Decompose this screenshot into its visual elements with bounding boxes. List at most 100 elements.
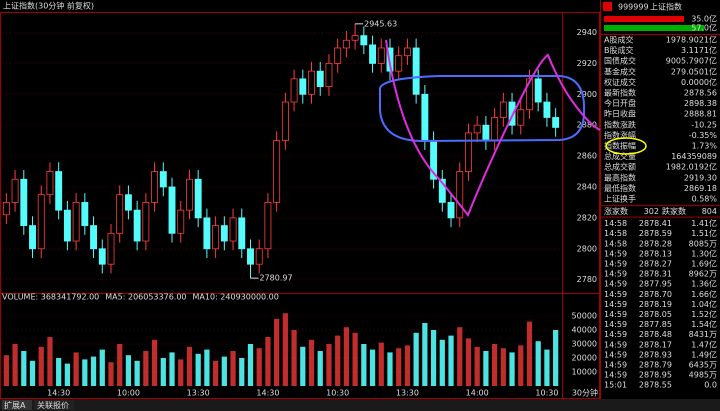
- y-tick-label: 2860: [577, 152, 597, 161]
- tick-time: 14:59: [604, 270, 627, 279]
- volume-bar: [73, 352, 79, 386]
- volume-bar: [396, 348, 402, 386]
- candle-body: [482, 124, 490, 142]
- stat-label: 昨日收盘: [604, 109, 636, 119]
- tab[interactable]: [34, 400, 74, 410]
- volume-bar: [3, 355, 9, 386]
- volume-bar: [125, 355, 132, 386]
- volume-bar: [151, 339, 158, 386]
- stat-label: 最高指数: [604, 172, 636, 182]
- tab-label[interactable]: 扩展A: [4, 400, 26, 410]
- tick-volume: 1.30亿: [691, 248, 717, 258]
- candle-body: [421, 93, 429, 142]
- candle-body: [177, 209, 185, 234]
- stat-value: 2878.56: [684, 89, 717, 98]
- y-tick-label: 2840: [577, 182, 597, 191]
- tick-price: 2878.93: [639, 350, 672, 359]
- candle-body: [98, 248, 106, 265]
- y-tick-label: 2880: [577, 121, 597, 130]
- volume-bar: [274, 318, 280, 386]
- volume-bar: [413, 332, 419, 386]
- stat-label: 指数涨幅: [604, 130, 636, 140]
- tick-time: 14:59: [604, 350, 627, 359]
- candle-body: [203, 217, 211, 250]
- volume-bar: [326, 344, 332, 386]
- candle-body: [238, 217, 246, 250]
- candle-body: [403, 47, 411, 57]
- y-tick-label: 2920: [577, 59, 597, 68]
- volume-bar: [134, 360, 140, 386]
- candle-body: [299, 78, 307, 95]
- candle-body: [212, 225, 220, 250]
- tick-time: 14:59: [604, 340, 627, 349]
- y-tick-label: 2800: [577, 244, 597, 253]
- stat-value: 164359089: [671, 152, 717, 161]
- volume-bar: [64, 363, 71, 386]
- stat-label: 基金成交: [604, 66, 636, 76]
- candle-body: [281, 101, 289, 142]
- volume-bar: [378, 342, 384, 386]
- tab[interactable]: [2, 400, 32, 410]
- volume-bar: [430, 330, 437, 386]
- candle-body: [20, 178, 28, 226]
- v-tick-label: 40000: [572, 326, 597, 335]
- v-tick-label: 30000: [572, 340, 597, 349]
- candle-body: [2, 202, 10, 216]
- candle-body: [517, 109, 525, 126]
- stat-value: 279.0501亿: [671, 66, 717, 76]
- stat-label: A股成交: [604, 35, 633, 45]
- candle-body: [447, 202, 455, 219]
- candle-body: [290, 78, 298, 103]
- candle-body: [220, 225, 228, 242]
- sell-bar: [604, 25, 704, 31]
- volume-bar: [21, 351, 27, 386]
- tick-price: 2878.48: [639, 330, 672, 339]
- volume-bar: [282, 313, 288, 386]
- volume-header: MA10: 240930000.00: [193, 293, 279, 302]
- tab-label[interactable]: 关联报价: [37, 400, 69, 410]
- volume-bar: [491, 344, 498, 386]
- y-tick-label: 2780: [577, 275, 597, 284]
- candle-body: [124, 194, 132, 211]
- yellow-circle: [605, 137, 647, 155]
- volume-bar: [239, 358, 245, 386]
- tick-price: 2878.05: [639, 310, 672, 319]
- stat-label: 今日开盘: [604, 98, 636, 108]
- blue-outline: [379, 75, 586, 143]
- volume-header: MA5: 206053376.00: [105, 293, 186, 302]
- volume-bar: [457, 327, 463, 386]
- candle-body: [37, 194, 45, 250]
- stock-code: 999999: [618, 3, 649, 12]
- x-tick-label: 14:30: [256, 389, 279, 398]
- candle-body: [499, 101, 507, 118]
- volume-bar: [474, 346, 480, 386]
- tick-volume: 0.0: [704, 381, 717, 390]
- candle-body: [369, 44, 376, 64]
- stat-label: 权证成交: [604, 77, 636, 87]
- tick-price: 2878.95: [639, 371, 672, 380]
- stat-label: 指数涨跌: [604, 119, 636, 129]
- stat-label: 上证换手: [604, 194, 636, 204]
- tick-volume: 1.36亿: [691, 279, 717, 289]
- volume-bar: [352, 332, 358, 386]
- tick-time: 14:59: [604, 290, 627, 299]
- candle-body: [412, 47, 420, 95]
- tick-time: 14:59: [604, 320, 627, 329]
- candle-body: [46, 171, 54, 196]
- volume-bar: [256, 348, 262, 386]
- low-annotation: 2780.97: [259, 274, 292, 283]
- volume-bar: [195, 353, 201, 386]
- volume-bar: [509, 352, 515, 386]
- candle-body: [316, 70, 324, 87]
- volume-bar: [422, 323, 428, 386]
- tick-price: 2878.13: [639, 249, 672, 258]
- volume-bar: [221, 356, 227, 386]
- volume-bar: [526, 321, 533, 386]
- tick-price: 2878.59: [639, 229, 672, 238]
- volume-bar: [230, 351, 236, 386]
- volume-bar: [317, 351, 323, 386]
- stat-value: 3.1171亿: [681, 45, 717, 55]
- candle-body: [351, 35, 359, 41]
- volume-bar: [247, 344, 254, 386]
